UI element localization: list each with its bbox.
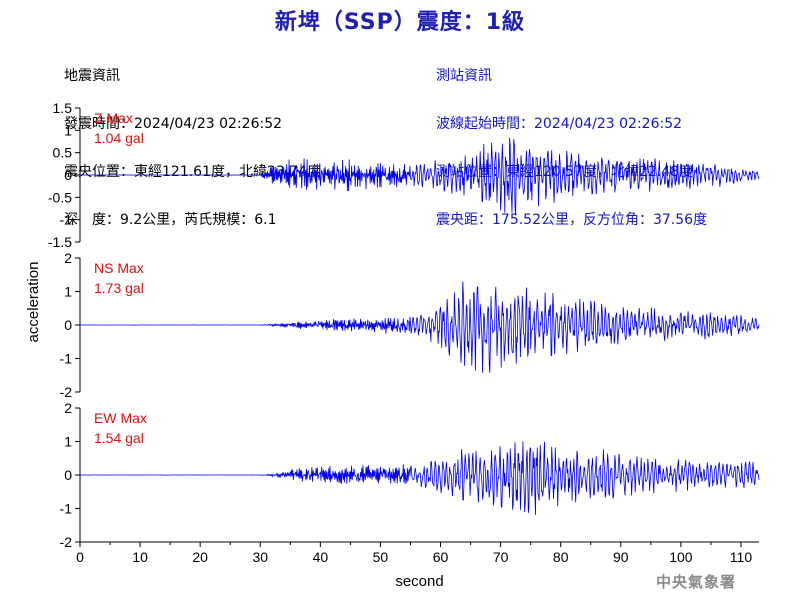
y-tick-label: 2 [64,250,72,266]
waveform-trace-ns [79,281,760,373]
epicenter-location: 震央位置：東經121.61度，北緯23.74度 [64,164,322,180]
depth-magnitude: 深 度：9.2公里，芮氏規模：6.1 [64,212,277,228]
y-tick-label: 1 [64,434,72,450]
station-info-heading: 測站資訊 [436,68,492,84]
x-tick-label: 20 [192,549,208,565]
max-label-ew: EW Max [94,410,147,426]
agency-credit: 中央氣象署 [656,573,737,591]
origin-time: 發震時間：2024/04/23 02:26:52 [64,116,283,132]
y-tick-label: -1 [60,501,73,517]
chart-title: 新埤（SSP）震度：1級 [274,10,526,35]
y-tick-label: -1 [60,212,73,228]
x-tick-label: 0 [76,549,84,565]
x-tick-label: 50 [373,549,389,565]
max-value-ns: 1.73 gal [94,280,144,296]
x-tick-label: 60 [433,549,449,565]
y-tick-label: -0.5 [48,189,72,205]
x-tick-label: 10 [132,549,148,565]
y-tick-label: -2 [60,384,73,400]
y-tick-label: 0 [64,467,72,483]
x-axis-title: second [395,573,443,590]
x-tick-label: 30 [252,549,268,565]
x-tick-label: 110 [730,549,753,565]
y-tick-label: -1 [60,351,73,367]
y-tick-label: 0.5 [53,145,73,161]
max-label-z: Z Max [94,110,133,126]
x-tick-label: 70 [493,549,509,565]
quake-info-heading: 地震資訊 [64,68,120,84]
waveform-trace-ew [79,441,760,515]
x-tick-label: 100 [669,549,693,565]
y-tick-label: 1 [64,122,72,138]
y-tick-label: 1 [64,284,72,300]
x-tick-label: 40 [313,549,329,565]
max-label-ns: NS Max [94,260,144,276]
waveform-trace-z [80,137,760,216]
y-tick-label: 0 [64,317,72,333]
y-tick-label: -1.5 [48,234,72,250]
y-tick-label: 1.5 [53,100,73,116]
distance-azimuth: 震央距：175.52公里，反方位角：37.56度 [436,212,708,228]
y-axis-title: acceleration [25,262,42,343]
x-tick-label: 80 [553,549,569,565]
y-tick-label: 0 [64,167,72,183]
x-tick-label: 90 [613,549,629,565]
y-tick-label: -2 [60,534,73,550]
y-tick-label: 2 [64,400,72,416]
wave-start-time: 波線起始時間：2024/04/23 02:26:52 [436,116,683,132]
max-value-z: 1.04 gal [94,130,144,146]
quake-info-block: 地震資訊 發震時間：2024/04/23 02:26:52 震央位置：東經121… [64,36,321,244]
max-value-ew: 1.54 gal [94,430,144,446]
